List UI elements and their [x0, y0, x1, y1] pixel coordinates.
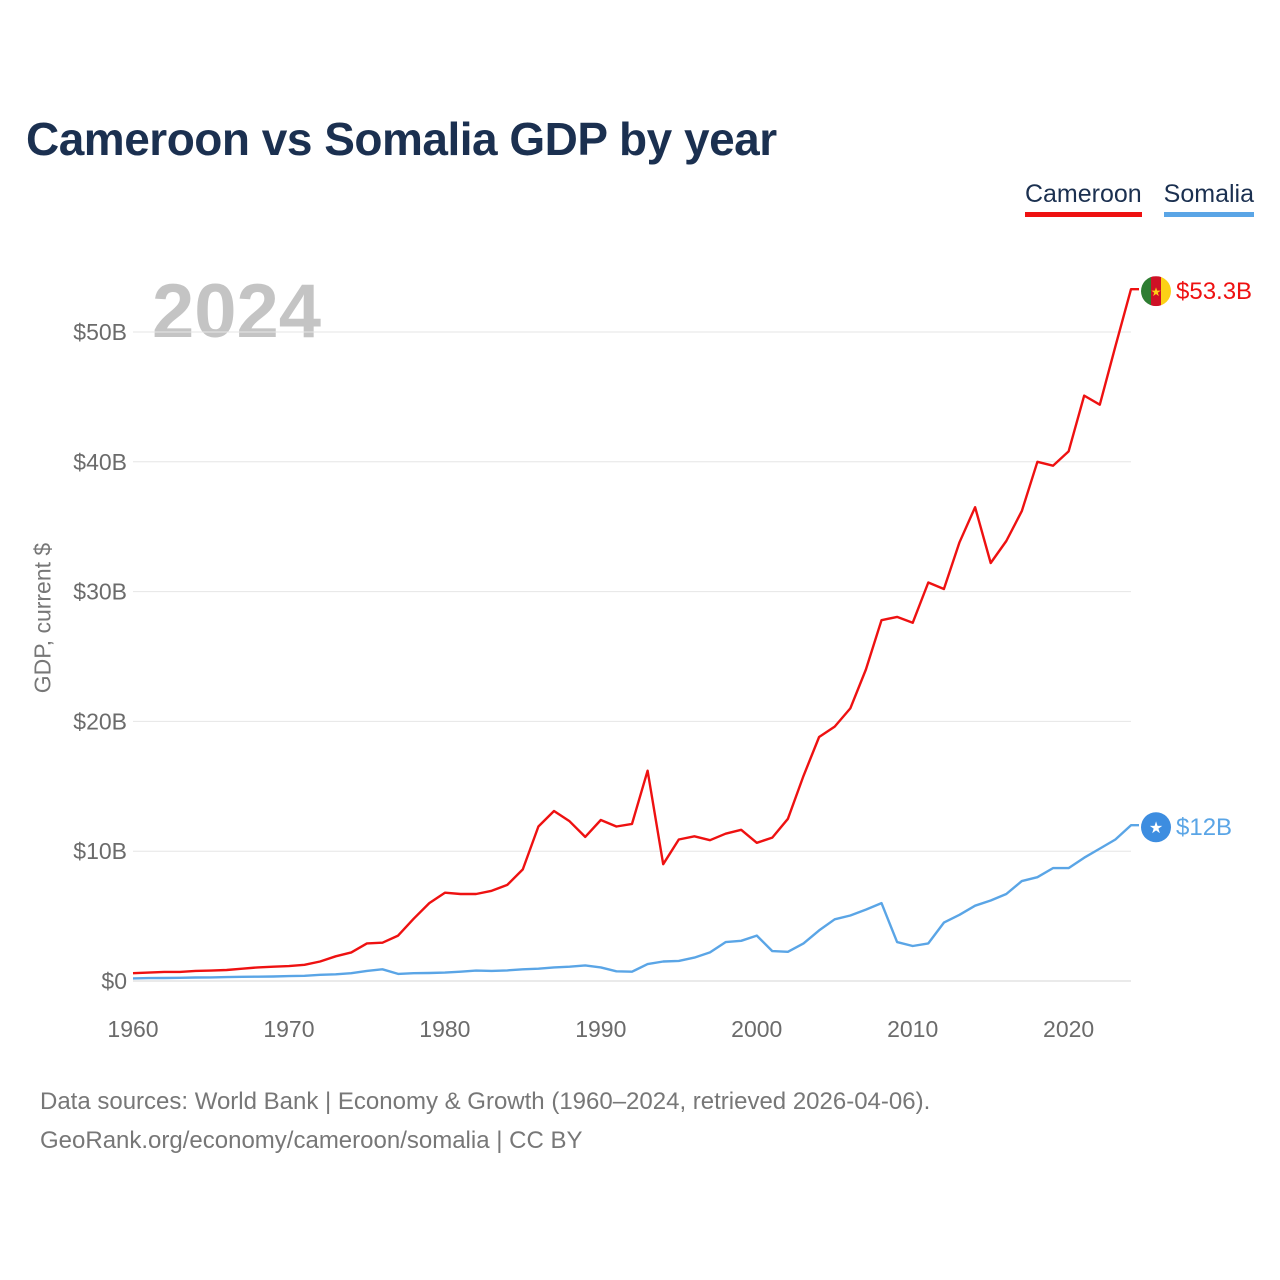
- x-tick-label: 2000: [731, 1016, 782, 1042]
- y-tick-label: $0: [101, 968, 127, 994]
- legend-item-cameroon[interactable]: Cameroon: [1024, 180, 1142, 217]
- svg-text:★: ★: [1149, 818, 1163, 837]
- series-lines: [132, 288, 1139, 980]
- source-line-1: Data sources: World Bank | Economy & Gro…: [40, 1088, 931, 1115]
- y-tick-labels: $0 $10B $20B $30B $40B $50B: [73, 319, 127, 994]
- x-tick-label: 2020: [1043, 1016, 1094, 1042]
- year-watermark: 2024: [152, 269, 322, 354]
- somalia-flag-icon: ★: [1141, 812, 1171, 843]
- cameroon-flag-icon: ★: [1141, 276, 1171, 307]
- x-tick-labels: 1960 1970 1980 1990 2000 2010 2020: [107, 1016, 1094, 1042]
- source-line-2[interactable]: GeoRank.org/economy/cameroon/somalia | C…: [40, 1127, 583, 1154]
- series-line-cameroon: [132, 288, 1139, 975]
- end-markers: ★ $53.3B ★ $12B: [1141, 276, 1252, 843]
- end-label-cameroon: $53.3B: [1176, 278, 1252, 305]
- x-tick-label: 1990: [575, 1016, 626, 1042]
- y-tick-label: $10B: [73, 838, 127, 864]
- y-tick-label: $30B: [73, 579, 127, 605]
- series-line-somalia: [132, 824, 1139, 980]
- y-tick-label: $20B: [73, 708, 127, 734]
- svg-text:★: ★: [1151, 285, 1162, 299]
- x-tick-label: 2010: [887, 1016, 938, 1042]
- y-tick-label: $50B: [73, 319, 127, 345]
- x-tick-label: 1970: [263, 1016, 314, 1042]
- end-label-somalia: $12B: [1176, 814, 1232, 841]
- x-tick-label: 1980: [419, 1016, 470, 1042]
- y-tick-label: $40B: [73, 449, 127, 475]
- legend-item-somalia[interactable]: Somalia: [1163, 180, 1254, 217]
- source-note: Data sources: World Bank | Economy & Gro…: [40, 1082, 930, 1160]
- chart-title: Cameroon vs Somalia GDP by year: [26, 113, 777, 165]
- gridlines: [133, 331, 1131, 982]
- chart-legend: Cameroon Somalia: [1024, 180, 1254, 217]
- x-tick-label: 1960: [107, 1016, 158, 1042]
